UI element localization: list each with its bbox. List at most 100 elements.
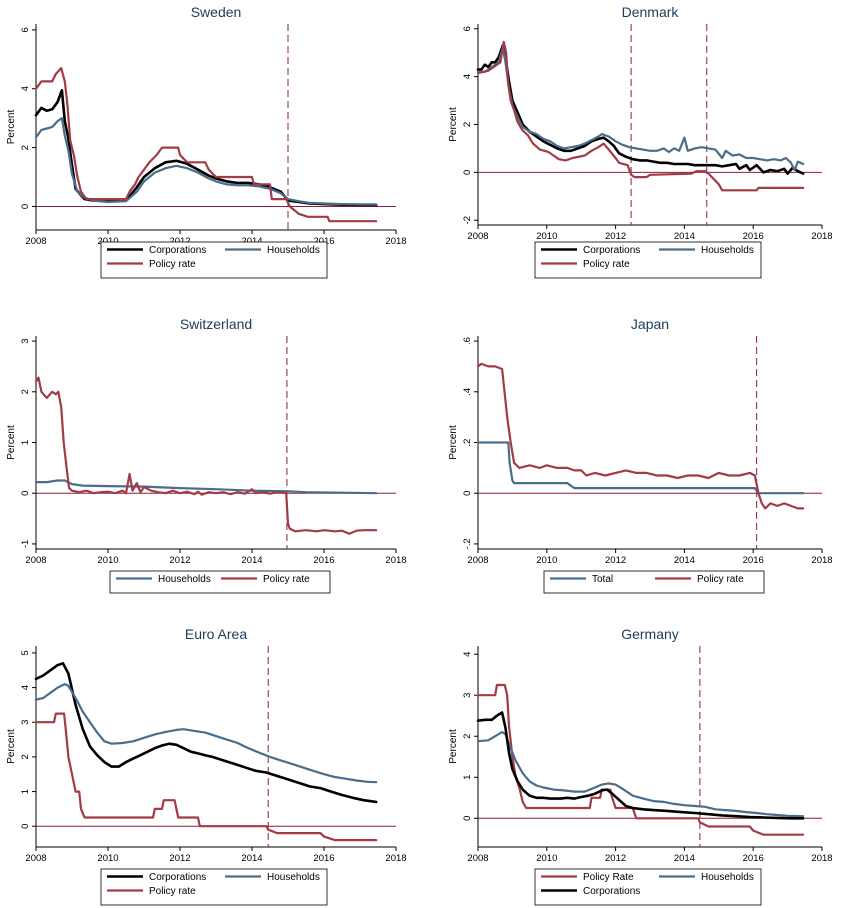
y-tick-label: 0 (462, 170, 473, 175)
panel-euro-area: Euro Area Percent 0 1 2 3 4 5 2008 2010 2012 2014 20… (6, 626, 407, 906)
y-tick-label: 2 (462, 122, 473, 127)
y-tick-label: -2 (462, 216, 473, 224)
x-tick-label: 2018 (811, 555, 832, 566)
x-tick-label: 2010 (536, 853, 557, 864)
y-tick-label: 1 (20, 440, 31, 445)
legend-label-policy-rate: Policy rate (583, 259, 630, 270)
legend-label-households: Households (701, 245, 754, 256)
series-line-households (476, 46, 805, 172)
y-tick-label: 5 (20, 650, 31, 655)
series-line-policy-rate (34, 376, 378, 535)
x-tick-label: 2014 (674, 555, 695, 566)
x-tick-label: 2014 (241, 555, 262, 566)
x-tick-label: 2012 (169, 853, 190, 864)
panel-germany: Germany Percent 0 1 2 3 4 2008 2010 2012 2014 2016 2… (448, 626, 833, 906)
x-tick-label: 2010 (97, 555, 118, 566)
legend-label-corporations: Corporations (149, 872, 206, 883)
y-tick-label: 2 (20, 145, 31, 150)
x-tick-label: 2012 (605, 555, 626, 566)
series-line-policy-rate (476, 40, 805, 192)
panel-title: Denmark (622, 4, 680, 20)
legend-label-households: Households (701, 872, 754, 883)
legend-label-total: Total (592, 574, 613, 585)
legend-label-policy-rate: Policy Rate (583, 872, 634, 883)
panel-denmark: Denmark Percent -2 0 2 4 6 2008 2010 2012 2014 2016… (448, 4, 833, 279)
y-axis-label: Percent (6, 110, 17, 145)
series-line-policy-rate (476, 362, 805, 510)
x-tick-label: 2018 (811, 853, 832, 864)
panel-title: Japan (631, 316, 669, 332)
x-tick-label: 2008 (25, 555, 46, 566)
y-axis-label: Percent (448, 107, 459, 142)
x-tick-label: 2016 (743, 555, 764, 566)
y-tick-label: 4 (20, 685, 31, 690)
y-tick-label: 4 (462, 74, 473, 79)
legend-box (100, 868, 328, 906)
y-tick-label: 6 (462, 26, 473, 31)
y-tick-label: -.2 (462, 538, 473, 549)
x-tick-label: 2008 (467, 231, 488, 242)
x-tick-label: 2018 (811, 231, 832, 242)
legend-label-policy-rate: Policy rate (149, 886, 196, 897)
legend-label-corporations: Corporations (149, 245, 206, 256)
panel-title: Switzerland (180, 316, 252, 332)
x-tick-label: 2012 (605, 853, 626, 864)
y-tick-label: .2 (462, 439, 473, 447)
panel-sweden: Sweden Percent 0 2 4 6 2008 2010 2012 2014 2016 201… (6, 4, 407, 279)
legend-label-policy-rate: Policy rate (263, 574, 310, 585)
legend-label-corporations: Corporations (583, 886, 640, 897)
y-tick-label: 2 (20, 389, 31, 394)
panel-title: Euro Area (185, 626, 247, 642)
x-tick-label: 2016 (743, 853, 764, 864)
x-tick-label: 2010 (536, 231, 557, 242)
legend-box (100, 241, 328, 279)
y-tick-label: 4 (462, 652, 473, 657)
legend-label-households: Households (158, 574, 211, 585)
x-tick-label: 2010 (536, 555, 557, 566)
x-tick-label: 2008 (25, 236, 46, 247)
series-line-corporations (34, 88, 378, 207)
y-tick-label: 0 (20, 491, 31, 496)
panel-title: Sweden (191, 4, 242, 20)
x-tick-label: 2016 (743, 231, 764, 242)
legend-label-corporations: Corporations (583, 245, 640, 256)
series-line-policy-rate (476, 683, 805, 836)
series-line-corporations (34, 662, 378, 804)
y-tick-label: 6 (20, 27, 31, 32)
x-tick-label: 2014 (241, 853, 262, 864)
y-axis-label: Percent (6, 425, 17, 460)
series-line-corporations (476, 44, 805, 175)
x-tick-label: 2012 (169, 555, 190, 566)
y-tick-label: 2 (462, 734, 473, 739)
y-tick-label: 3 (20, 338, 31, 343)
x-tick-label: 2010 (97, 853, 118, 864)
x-tick-label: 2018 (385, 853, 406, 864)
y-axis-label: Percent (448, 425, 459, 460)
x-tick-label: 2018 (385, 555, 406, 566)
x-tick-label: 2012 (169, 236, 190, 247)
y-tick-label: 0 (462, 491, 473, 496)
y-tick-label: 0 (20, 204, 31, 209)
x-tick-label: 2008 (467, 853, 488, 864)
legend-label-policy-rate: Policy rate (149, 259, 196, 270)
x-tick-label: 2016 (313, 236, 334, 247)
series-line-policy-rate (34, 67, 378, 223)
y-tick-label: 3 (462, 693, 473, 698)
y-axis-label: Percent (448, 729, 459, 764)
series-line-households (34, 683, 378, 784)
x-tick-label: 2016 (313, 853, 334, 864)
y-axis-label: Percent (6, 729, 17, 764)
legend-box (534, 241, 762, 279)
panel-japan: Japan Percent -.2 0 .2 .4 .6 2008 2010 2012 2014 20… (448, 316, 833, 594)
y-tick-label: -1 (20, 540, 31, 548)
x-tick-label: 2008 (467, 555, 488, 566)
x-tick-label: 2014 (674, 853, 695, 864)
panel-title: Germany (621, 626, 679, 642)
y-tick-label: .4 (462, 388, 473, 396)
y-tick-label: 4 (20, 86, 31, 91)
x-tick-label: 2010 (97, 236, 118, 247)
y-tick-label: 1 (462, 775, 473, 780)
x-tick-label: 2012 (605, 231, 626, 242)
series-line-households (34, 117, 378, 206)
